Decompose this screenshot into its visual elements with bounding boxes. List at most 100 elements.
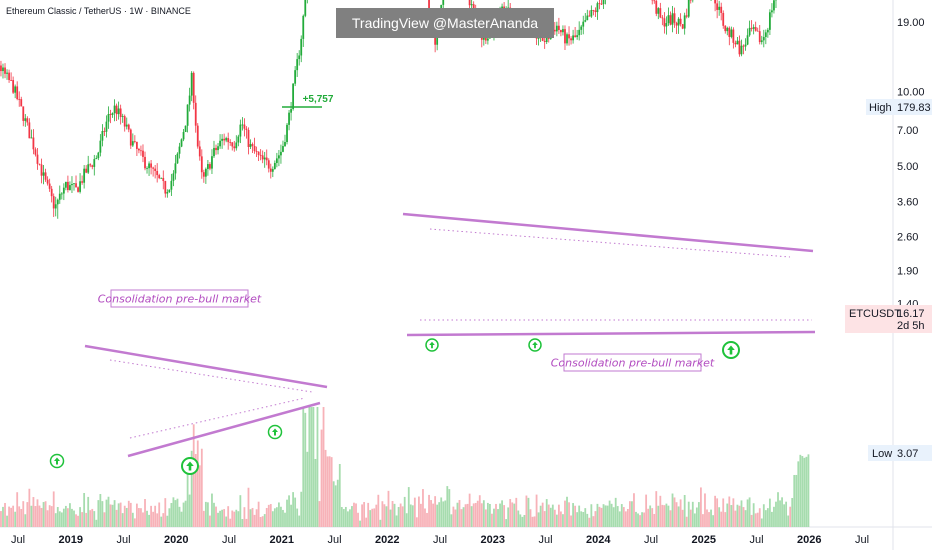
candle bbox=[683, 12, 686, 35]
candle bbox=[728, 26, 731, 46]
volume-bar bbox=[278, 502, 280, 527]
volume-bar bbox=[133, 518, 136, 527]
volume-bar bbox=[635, 511, 637, 527]
volume-bar bbox=[304, 412, 307, 527]
date-tick-label: Jul bbox=[116, 534, 130, 546]
volume-bar bbox=[495, 503, 497, 527]
volume-bar bbox=[188, 494, 191, 527]
volume-bar bbox=[736, 504, 739, 527]
candle bbox=[60, 192, 63, 200]
candle bbox=[296, 52, 299, 77]
candle bbox=[144, 151, 146, 171]
volume-bar bbox=[247, 487, 250, 527]
candle bbox=[233, 140, 236, 152]
candle bbox=[178, 142, 181, 159]
candle bbox=[231, 141, 234, 151]
volume-bar bbox=[162, 513, 165, 527]
volume-bar bbox=[123, 505, 126, 527]
price-axis[interactable]: 600.00440.00315.00215.00155.00105.0075.0… bbox=[897, 0, 931, 311]
volume-bar bbox=[564, 500, 566, 527]
volume-bar bbox=[135, 503, 138, 527]
date-tick-label: Jul bbox=[855, 534, 869, 546]
volume-bar bbox=[207, 502, 209, 527]
volume-bar bbox=[442, 501, 445, 527]
volume-bar bbox=[497, 509, 499, 527]
volume-bar bbox=[697, 502, 700, 527]
volume-bar bbox=[249, 509, 252, 527]
volume-bar bbox=[373, 508, 376, 527]
candle bbox=[557, 17, 560, 34]
candle bbox=[140, 145, 142, 156]
volume-bar bbox=[310, 407, 313, 527]
volume-bar bbox=[99, 494, 102, 527]
volume-bar bbox=[288, 495, 290, 527]
date-tick-label: Jul bbox=[222, 534, 236, 546]
buy-arrow-icon bbox=[181, 457, 199, 475]
volume-bar bbox=[385, 506, 388, 527]
candle bbox=[103, 127, 106, 137]
volume-bar bbox=[351, 506, 353, 527]
volume-bar bbox=[752, 503, 755, 527]
volume-bar bbox=[529, 509, 532, 527]
candle bbox=[286, 122, 288, 145]
volume-bar bbox=[211, 493, 213, 527]
volume-bar bbox=[105, 499, 108, 527]
volume-bar bbox=[44, 501, 47, 527]
volume-bar bbox=[359, 520, 361, 527]
volume-bar bbox=[365, 517, 368, 527]
candle bbox=[724, 25, 727, 34]
date-tick-label: Jul bbox=[749, 534, 763, 546]
volume-bar bbox=[107, 496, 110, 527]
date-tick-label: 2019 bbox=[59, 534, 83, 546]
volume-bar bbox=[235, 509, 238, 527]
volume-bar bbox=[576, 512, 579, 527]
volume-bar bbox=[180, 511, 183, 527]
volume-bar bbox=[184, 500, 187, 527]
buy-arrow-icon bbox=[425, 338, 439, 352]
volume-bar bbox=[332, 481, 335, 527]
candle bbox=[211, 149, 213, 175]
candle bbox=[758, 24, 761, 45]
candle bbox=[588, 10, 591, 17]
candle bbox=[245, 126, 248, 139]
volume-bar bbox=[618, 511, 621, 527]
left-lower-trendline bbox=[127, 401, 321, 458]
candle bbox=[689, 0, 692, 4]
volume-bar bbox=[101, 501, 104, 527]
left-upper-trendline bbox=[84, 344, 328, 389]
current-price-tag-bg bbox=[845, 305, 932, 333]
volume-bar bbox=[363, 502, 366, 527]
volume-bar bbox=[148, 514, 150, 527]
candle bbox=[284, 134, 286, 147]
date-axis[interactable]: Jul 2019 Jul 2020 Jul 2021 Jul 2022 Jul 2023 Jul 20… bbox=[11, 534, 869, 546]
volume-bar bbox=[462, 507, 465, 527]
candle bbox=[190, 71, 193, 102]
volume-bar bbox=[407, 487, 410, 527]
volume-bar bbox=[572, 503, 574, 527]
candle bbox=[62, 183, 65, 201]
volume-bar bbox=[140, 508, 142, 527]
candle bbox=[605, 0, 606, 5]
candle bbox=[148, 161, 150, 176]
volume-bar bbox=[791, 497, 794, 527]
candle bbox=[180, 138, 183, 148]
candle bbox=[304, 0, 307, 18]
high-tag-bg bbox=[866, 99, 932, 115]
volume-bar bbox=[121, 513, 124, 527]
volume-bar bbox=[34, 506, 37, 527]
volume-bar bbox=[233, 511, 236, 527]
volume-bar bbox=[308, 407, 311, 527]
candle bbox=[156, 163, 159, 183]
volume-bar bbox=[434, 496, 437, 527]
volume-bar bbox=[192, 424, 195, 527]
candle bbox=[38, 163, 41, 166]
volume-bar bbox=[127, 500, 130, 527]
volume-bar bbox=[318, 501, 321, 527]
candle bbox=[81, 175, 84, 185]
candle bbox=[105, 115, 108, 138]
candle bbox=[282, 140, 284, 153]
volume-bar bbox=[54, 513, 57, 527]
candle bbox=[50, 185, 53, 203]
volume-bar bbox=[440, 497, 443, 527]
